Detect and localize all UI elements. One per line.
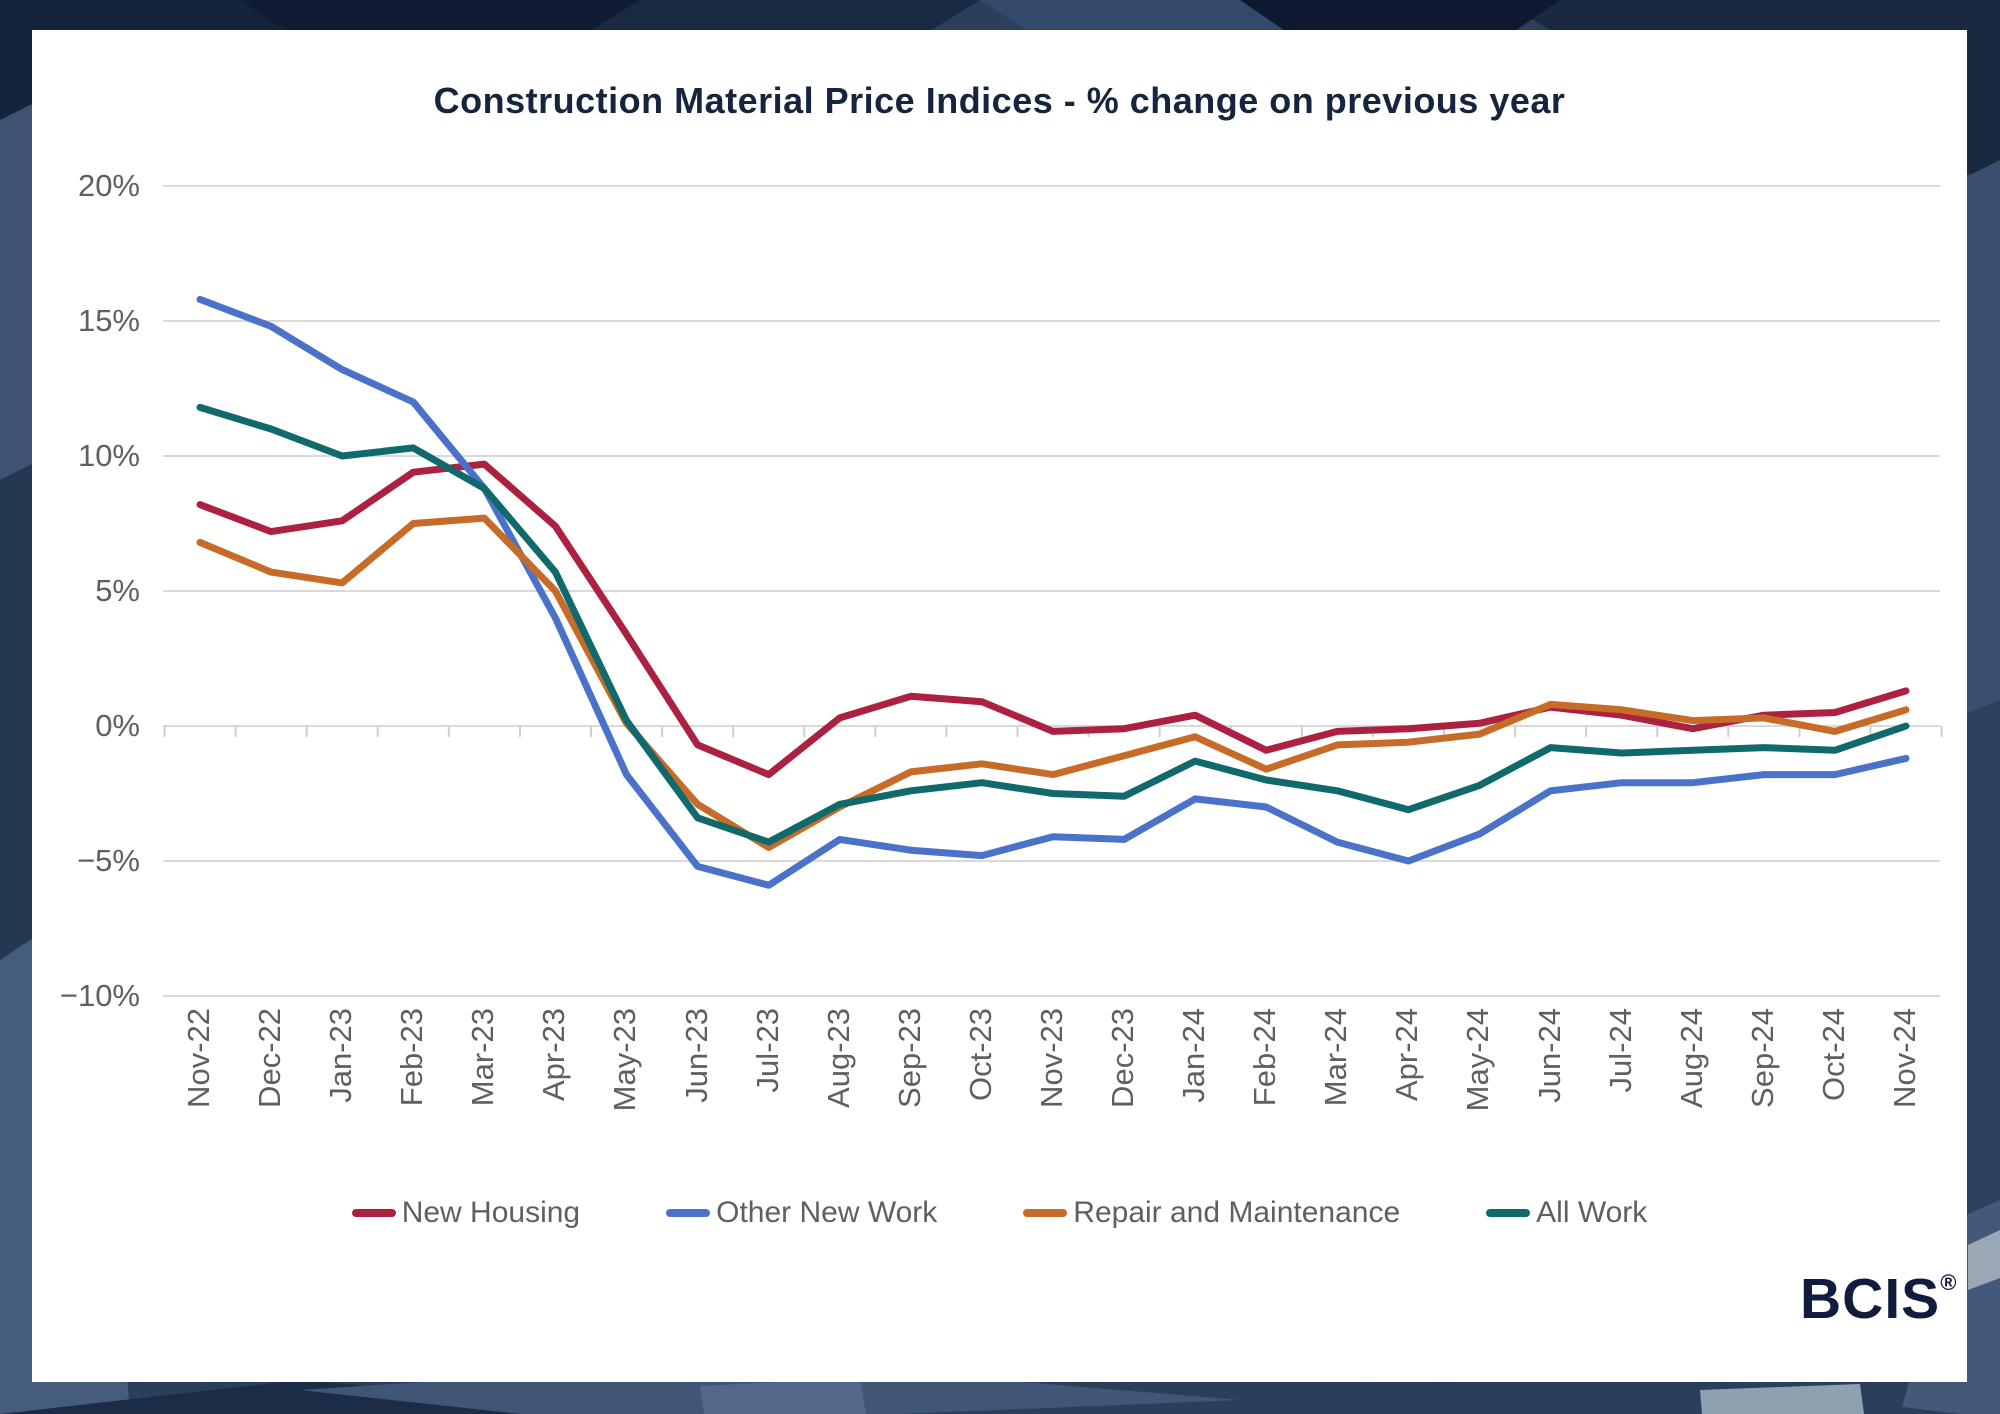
legend-label: Other New Work <box>716 1196 938 1229</box>
x-axis-label: Nov-23 <box>1033 1008 1069 1108</box>
x-axis-label: Oct-23 <box>962 1008 998 1102</box>
x-axis-label: Jun-23 <box>678 1008 714 1103</box>
x-axis-label: Oct-24 <box>1815 1008 1851 1102</box>
x-axis-label: Jan-23 <box>323 1008 359 1103</box>
bcis-logo: BCIS® <box>1800 1266 1956 1332</box>
x-axis-label: Jul-23 <box>749 1008 785 1093</box>
legend-item-all-work: All Work <box>1486 1196 1647 1230</box>
x-axis-label: May-23 <box>607 1008 643 1112</box>
series-line-new-housing <box>196 460 1910 779</box>
x-axis-label: Jul-24 <box>1602 1008 1638 1093</box>
legend-label: Repair and Maintenance <box>1073 1196 1401 1229</box>
x-axis-label: Aug-23 <box>820 1008 856 1108</box>
x-axis-label: Apr-23 <box>536 1008 572 1102</box>
y-axis-label: 15% <box>77 303 140 338</box>
x-axis-label: May-24 <box>1460 1008 1496 1112</box>
legend-label: All Work <box>1536 1196 1648 1229</box>
legend-item-new-housing: New Housing <box>351 1196 581 1230</box>
chart-title: Construction Material Price Indices - % … <box>433 80 1566 121</box>
y-axis-label: −5% <box>77 843 140 878</box>
legend-swatch-icon <box>666 1209 711 1217</box>
y-axis-label: 10% <box>77 438 140 473</box>
series-line-other-new-work <box>196 295 1910 889</box>
legend: New Housing Other New Work Repair and Main… <box>32 1196 1967 1230</box>
y-axis-label: 0% <box>95 708 140 743</box>
x-axis-label: Jun-24 <box>1531 1008 1567 1103</box>
x-axis-label: Mar-23 <box>465 1008 501 1107</box>
x-axis-label: Aug-24 <box>1673 1008 1709 1108</box>
y-axis-label: 20% <box>77 168 140 203</box>
x-axis-label: Sep-24 <box>1744 1008 1780 1108</box>
registered-trademark-icon: ® <box>1940 1270 1957 1295</box>
x-axis-label: Nov-24 <box>1886 1008 1922 1108</box>
x-axis-label: Nov-22 <box>181 1008 216 1108</box>
bcis-logo-text: BCIS <box>1800 1267 1941 1331</box>
legend-item-repair-and-maintenance: Repair and Maintenance <box>1023 1196 1400 1230</box>
legend-label: New Housing <box>401 1196 581 1229</box>
x-axis-label: Jan-24 <box>1176 1008 1212 1103</box>
series-line-all-work <box>196 403 1910 846</box>
x-axis-label: Sep-23 <box>891 1008 927 1108</box>
x-axis-label: Dec-22 <box>252 1008 288 1108</box>
legend-swatch-icon <box>1023 1209 1068 1217</box>
series-line-repair-and-maintenance <box>196 514 1910 851</box>
x-axis-label: Feb-23 <box>394 1008 430 1107</box>
y-axis-label: −10% <box>59 978 140 1013</box>
legend-item-other-new-work: Other New Work <box>666 1196 937 1230</box>
x-axis-label: Dec-23 <box>1105 1008 1141 1108</box>
x-axis-label: Mar-24 <box>1318 1008 1354 1107</box>
x-axis-label: Apr-24 <box>1389 1008 1425 1102</box>
y-axis-label: 5% <box>95 573 140 608</box>
legend-swatch-icon <box>1486 1209 1531 1217</box>
x-axis-label: Feb-24 <box>1247 1008 1283 1107</box>
legend-swatch-icon <box>351 1209 396 1217</box>
